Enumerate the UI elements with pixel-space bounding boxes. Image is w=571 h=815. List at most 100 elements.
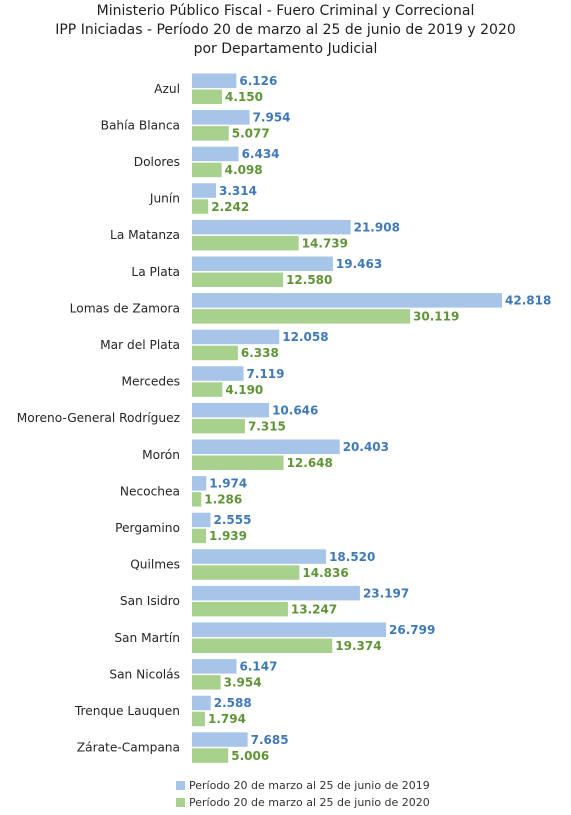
bar-2020 xyxy=(192,89,223,104)
bar-2020 xyxy=(192,455,284,470)
bar-2020 xyxy=(192,345,238,361)
legend-swatch-2019 xyxy=(176,781,185,790)
category-label: La Plata xyxy=(131,265,180,279)
bar-2020 xyxy=(192,711,205,727)
bar-2019 xyxy=(192,476,207,491)
category-label: Trenque Lauquen xyxy=(74,704,180,718)
data-label-2020: 14.739 xyxy=(302,236,348,250)
data-label-2020: 5.077 xyxy=(232,127,270,141)
data-label-2020: 13.247 xyxy=(291,602,337,616)
data-label-2019: 12.058 xyxy=(282,330,328,344)
chart-subtitle-line-1: IPP Iniciadas - Período 20 de marzo al 2… xyxy=(55,22,516,38)
bar-2019 xyxy=(192,695,211,711)
category-label: Morón xyxy=(142,448,180,462)
data-label-2020: 7.315 xyxy=(248,419,286,433)
data-label-2020: 6.338 xyxy=(241,346,279,360)
bar-2020 xyxy=(192,126,229,141)
data-label-2020: 12.580 xyxy=(286,273,332,287)
category-label: San Isidro xyxy=(120,594,180,608)
bar-2020 xyxy=(192,382,223,397)
bar-2019 xyxy=(192,329,280,345)
legend-item-2020: Período 20 de marzo al 25 de junio de 20… xyxy=(176,794,430,811)
data-label-2020: 4.190 xyxy=(225,383,263,397)
bar-2020 xyxy=(192,235,299,251)
bar-2020 xyxy=(192,528,207,544)
category-label: San Martín xyxy=(114,631,180,645)
bar-chart: Azul 6.126 4.150 Bahía Blanca 7.954 5.077 Dolo… xyxy=(17,73,551,763)
data-label-2019: 21.908 xyxy=(354,220,400,234)
bar-2020 xyxy=(192,675,221,690)
bar-2020 xyxy=(192,162,222,178)
category-label: Zárate-Campana xyxy=(77,741,180,755)
data-label-2019: 7.954 xyxy=(253,111,291,125)
bar-2020 xyxy=(192,748,229,763)
bar-2020 xyxy=(192,492,202,507)
chart-subtitle-line-2: por Departamento Judicial xyxy=(193,41,378,57)
chart-title: Ministerio Público Fiscal - Fuero Crimin… xyxy=(96,3,475,19)
data-label-2020: 12.648 xyxy=(287,456,333,470)
bar-2019 xyxy=(192,256,333,271)
category-label: Dolores xyxy=(134,155,180,169)
category-label: Lomas de Zamora xyxy=(70,301,180,315)
bar-2019 xyxy=(192,585,360,601)
data-label-2019: 6.147 xyxy=(240,660,278,674)
bar-2019 xyxy=(192,293,502,308)
bar-2019 xyxy=(192,622,387,637)
data-label-2019: 7.119 xyxy=(247,367,285,381)
category-label: Quilmes xyxy=(130,558,180,572)
data-label-2019: 3.314 xyxy=(219,184,257,198)
category-label: Pergamino xyxy=(115,521,180,535)
data-label-2019: 10.646 xyxy=(272,403,318,417)
category-label: Moreno-General Rodríguez xyxy=(17,411,180,425)
bar-2019 xyxy=(192,512,211,528)
bar-2019 xyxy=(192,146,239,162)
chart-legend: Período 20 de marzo al 25 de junio de 20… xyxy=(176,777,430,811)
data-label-2020: 1.939 xyxy=(209,529,247,543)
data-label-2020: 4.150 xyxy=(225,90,263,104)
bar-2019 xyxy=(192,110,250,125)
data-label-2019: 2.555 xyxy=(213,513,251,527)
category-label: Mercedes xyxy=(121,375,180,389)
category-label: Necochea xyxy=(120,484,180,498)
category-label: Junín xyxy=(149,192,180,206)
data-label-2019: 42.818 xyxy=(505,294,551,308)
legend-item-2019: Período 20 de marzo al 25 de junio de 20… xyxy=(176,777,430,794)
bar-2020 xyxy=(192,638,333,653)
data-label-2020: 3.954 xyxy=(224,676,262,690)
category-label: La Matanza xyxy=(110,228,180,242)
data-label-2019: 6.126 xyxy=(239,74,277,88)
data-label-2020: 30.119 xyxy=(413,310,459,324)
data-label-2020: 1.286 xyxy=(204,493,242,507)
data-label-2020: 14.836 xyxy=(302,566,348,580)
legend-swatch-2020 xyxy=(176,798,185,807)
data-label-2019: 6.434 xyxy=(242,147,280,161)
bar-2019 xyxy=(192,549,327,564)
legend-label-2020: Período 20 de marzo al 25 de junio de 20… xyxy=(189,796,430,809)
category-label: Mar del Plata xyxy=(100,338,180,352)
bar-2019 xyxy=(192,732,248,747)
data-label-2019: 2.588 xyxy=(214,696,252,710)
data-label-2019: 20.403 xyxy=(343,440,389,454)
category-label: Bahía Blanca xyxy=(101,118,180,132)
bar-2019 xyxy=(192,73,237,88)
data-label-2019: 26.799 xyxy=(389,623,435,637)
bar-2019 xyxy=(192,183,216,198)
bar-2020 xyxy=(192,199,209,214)
data-label-2020: 2.242 xyxy=(211,200,249,214)
bar-2020 xyxy=(192,272,284,287)
bar-2019 xyxy=(192,219,351,235)
data-label-2019: 19.463 xyxy=(336,257,382,271)
bar-2019 xyxy=(192,366,244,381)
data-label-2020: 1.794 xyxy=(208,712,246,726)
category-label: Azul xyxy=(154,82,180,96)
data-label-2019: 7.685 xyxy=(251,733,289,747)
bar-2019 xyxy=(192,439,340,454)
data-label-2020: 19.374 xyxy=(335,639,381,653)
bar-2020 xyxy=(192,565,300,580)
bar-2019 xyxy=(192,402,270,418)
data-label-2019: 23.197 xyxy=(363,586,409,600)
category-label: San Nicolás xyxy=(109,667,180,681)
bar-2020 xyxy=(192,309,411,324)
bar-2020 xyxy=(192,418,245,434)
legend-label-2019: Período 20 de marzo al 25 de junio de 20… xyxy=(189,779,430,792)
